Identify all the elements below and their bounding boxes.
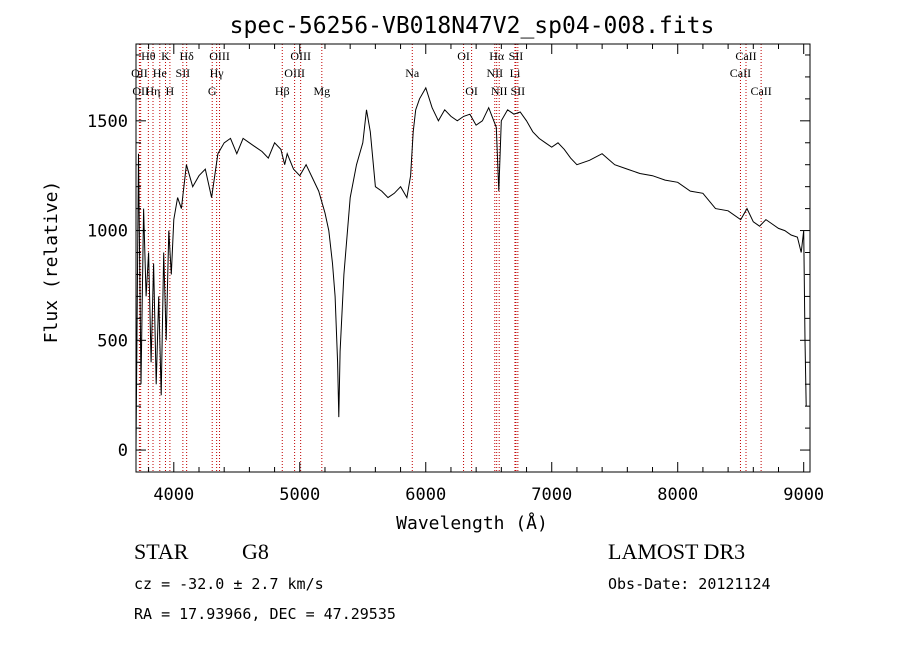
spectral-line-markers bbox=[138, 44, 762, 472]
line-label-24: OI bbox=[465, 84, 478, 98]
y-tick-label-2: 1000 bbox=[87, 222, 128, 242]
y-axis: 0 500 1000 1500 bbox=[87, 54, 810, 461]
line-label-16: Li bbox=[510, 66, 521, 80]
line-label-13: OIII bbox=[284, 66, 305, 80]
line-label-0: Hθ bbox=[141, 49, 156, 63]
line-label-8: CaII bbox=[735, 49, 756, 63]
chart-title: spec-56256-VB018N47V2_sp04-008.fits bbox=[230, 13, 715, 39]
y-tick-label-1: 500 bbox=[97, 331, 128, 351]
line-label-23: Mg bbox=[313, 84, 330, 98]
redshift-velocity: cz = -32.0 ± 2.7 km/s bbox=[134, 575, 324, 593]
line-label-22: Hβ bbox=[275, 84, 290, 98]
line-label-1: K bbox=[161, 49, 170, 63]
line-label-5: OI bbox=[457, 49, 470, 63]
x-tick-label-0: 4000 bbox=[153, 485, 194, 505]
observation-date: Obs-Date: 20121124 bbox=[608, 575, 771, 593]
x-tick-label-5: 9000 bbox=[783, 485, 824, 505]
line-label-20: H bbox=[166, 84, 175, 98]
x-axis: 4000 5000 6000 7000 8000 9000 bbox=[148, 44, 824, 505]
coordinates: RA = 17.93966, DEC = 47.29535 bbox=[134, 605, 396, 623]
spectrum-line bbox=[135, 86, 807, 451]
line-label-6: Hα bbox=[489, 49, 505, 63]
x-tick-label-1: 5000 bbox=[279, 485, 320, 505]
survey-name: LAMOST DR3 bbox=[608, 539, 745, 564]
y-axis-label: Flux (relative) bbox=[41, 181, 62, 344]
x-axis-label: Wavelength (Å) bbox=[396, 512, 548, 534]
line-label-2: Hδ bbox=[179, 49, 194, 63]
y-tick-label-0: 0 bbox=[118, 441, 128, 461]
line-label-11: SII bbox=[176, 66, 191, 80]
x-tick-label-2: 6000 bbox=[405, 485, 446, 505]
line-label-21: G bbox=[208, 84, 217, 98]
line-label-14: Na bbox=[405, 66, 420, 80]
x-tick-label-3: 7000 bbox=[531, 485, 572, 505]
line-label-12: Hγ bbox=[210, 66, 225, 80]
line-label-17: CaII bbox=[730, 66, 751, 80]
line-label-27: CaII bbox=[750, 84, 771, 98]
object-class: STAR bbox=[134, 539, 189, 564]
line-label-3: OIII bbox=[209, 49, 230, 63]
line-label-10: He bbox=[153, 66, 167, 80]
line-label-25: NII bbox=[491, 84, 508, 98]
line-label-9: OII bbox=[131, 66, 148, 80]
line-label-15: NII bbox=[486, 66, 503, 80]
spectral-line-labels: Hθ K Hδ OIII OIII OI Hα SII CaII OII He SII Hγ OIII Na… bbox=[131, 49, 772, 98]
y-tick-label-3: 1500 bbox=[87, 112, 128, 132]
line-label-19: Hη bbox=[146, 84, 161, 98]
x-tick-label-4: 8000 bbox=[657, 485, 698, 505]
line-label-26: SII bbox=[511, 84, 526, 98]
line-label-4: OIII bbox=[290, 49, 311, 63]
object-subclass: G8 bbox=[242, 539, 269, 564]
plot-frame bbox=[135, 43, 811, 473]
line-label-7: SII bbox=[509, 49, 524, 63]
